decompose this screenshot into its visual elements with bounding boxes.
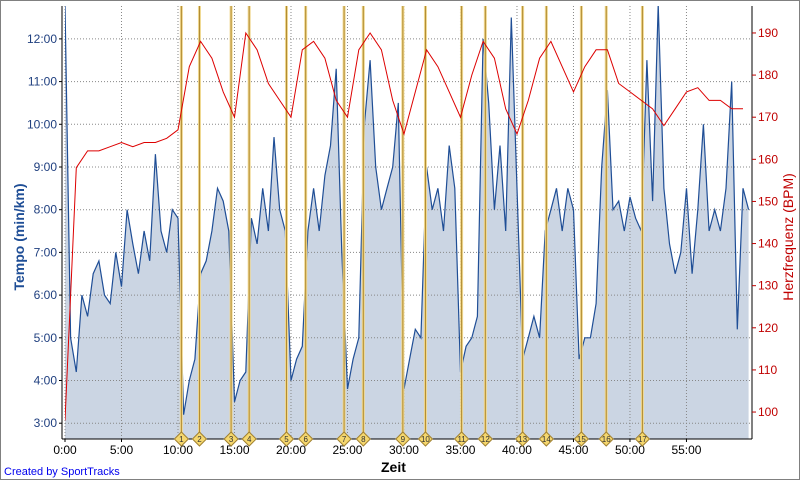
lap-badge-icon: [598, 431, 614, 447]
x-tick-label: 40:00: [502, 443, 532, 457]
y-right-tick-label: 110: [758, 363, 777, 377]
y-left-tick-label: 6:00: [34, 288, 58, 302]
lap-badge-icon: [395, 431, 411, 447]
lap-badge-icon: [573, 431, 590, 447]
lap-badge-icon: [417, 431, 434, 447]
lap-badge-label: 10: [421, 435, 430, 444]
lap-badge-icon: [514, 431, 531, 447]
x-axis-label: Zeit: [381, 459, 406, 475]
tempo-line: [65, 6, 750, 415]
x-tick-label: 5:00: [110, 443, 134, 457]
y-left-tick-label: 11:00: [28, 75, 57, 89]
lap-badge-label: 14: [542, 435, 551, 444]
x-tick-label: 30:00: [389, 443, 419, 457]
sporttracks-credit-link[interactable]: Created by SportTracks: [4, 466, 120, 478]
x-tick-label: 50:00: [615, 443, 645, 457]
y-left-tick-label: 5:00: [34, 331, 58, 345]
x-tick-label: 20:00: [276, 443, 306, 457]
lap-badge-icon: [634, 431, 651, 447]
lap-badge-icon: [297, 431, 314, 447]
y-left-tick-label: 12:00: [27, 32, 57, 46]
lap-badge-label: 13: [518, 435, 527, 444]
y-right-tick-label: 100: [758, 405, 778, 419]
lap-badge-icon: [223, 431, 239, 447]
y-right-tick-label: 130: [758, 279, 778, 293]
lap-badge-label: 12: [481, 435, 490, 444]
lap-badge-label: 3: [229, 435, 234, 444]
lap-badge-icon: [453, 431, 470, 447]
lap-badge-label: 4: [247, 435, 252, 444]
y-right-tick-label: 150: [758, 194, 778, 208]
lap-badge-label: 1: [179, 435, 184, 444]
x-tick-label: 15:00: [219, 443, 249, 457]
x-tick-label: 25:00: [332, 443, 362, 457]
y-right-tick-label: 180: [758, 68, 778, 82]
y-right-tick-label: 190: [758, 26, 778, 40]
lap-badge-icon: [477, 431, 494, 447]
lap-badge-icon: [278, 431, 295, 447]
y-right-tick-label: 120: [758, 321, 778, 335]
lap-badge-icon: [336, 431, 352, 447]
y-right-tick-label: 170: [758, 110, 778, 124]
y-right-tick-label: 160: [758, 152, 778, 166]
lap-badge-label: 2: [197, 435, 202, 444]
lap-badge-icon: [173, 431, 190, 447]
lap-badge-label: 5: [284, 435, 289, 444]
lap-badge-icon: [355, 431, 372, 447]
lap-badge-label: 15: [577, 435, 586, 444]
lap-badge-label: 11: [457, 435, 466, 444]
y-left-tick-label: 10:00: [27, 117, 57, 131]
lap-badge-label: 9: [401, 435, 406, 444]
y-left-tick-label: 8:00: [34, 203, 58, 217]
lap-badge-icon: [538, 431, 555, 447]
y-axis-left-label: Tempo (min/km): [11, 183, 27, 291]
lap-badge-icon: [241, 431, 257, 447]
x-tick-label: 45:00: [558, 443, 588, 457]
lap-badge-icon: [191, 431, 208, 447]
lap-badge-label: 16: [602, 435, 611, 444]
lap-badge-label: 7: [342, 435, 347, 444]
y-left-tick-label: 7:00: [34, 245, 58, 259]
heart-rate-line: [65, 31, 743, 421]
lap-badge-label: 6: [303, 435, 308, 444]
x-tick-label: 55:00: [671, 443, 701, 457]
y-axis-right-label: Herzfrequenz (BPM): [780, 173, 796, 301]
x-tick-label: 35:00: [445, 443, 475, 457]
y-left-tick-label: 3:00: [34, 416, 58, 430]
x-tick-label: 10:00: [163, 443, 193, 457]
y-left-tick-label: 9:00: [34, 160, 58, 174]
lap-badge-label: 17: [638, 435, 647, 444]
x-tick-label: 0:00: [53, 443, 77, 457]
y-right-tick-label: 140: [758, 237, 778, 251]
lap-badge-label: 8: [361, 435, 366, 444]
y-left-tick-label: 4:00: [34, 373, 58, 387]
